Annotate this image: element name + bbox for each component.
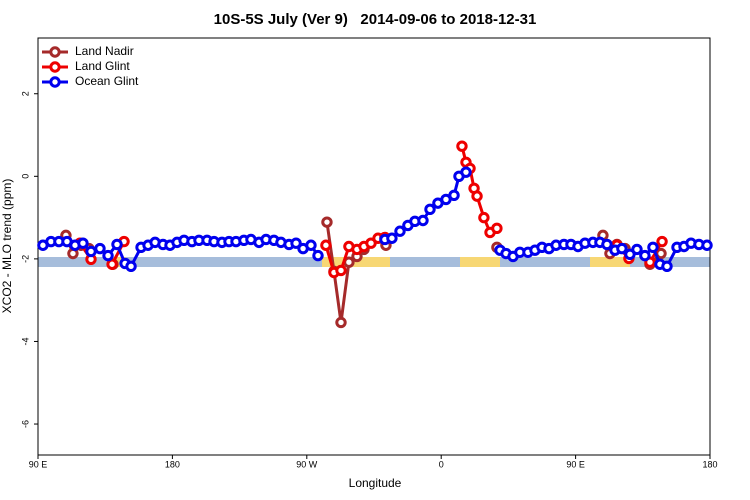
data-point bbox=[85, 245, 97, 258]
x-tick-label: 180 bbox=[165, 459, 180, 469]
data-point bbox=[460, 166, 472, 178]
data-point bbox=[102, 249, 114, 262]
data-point bbox=[386, 232, 398, 244]
data-point bbox=[417, 214, 429, 227]
legend-label: Land Nadir bbox=[75, 44, 134, 58]
data-point bbox=[647, 241, 659, 254]
data-point bbox=[125, 260, 137, 273]
legend-label: Ocean Glint bbox=[75, 74, 139, 88]
data-point bbox=[656, 235, 668, 248]
data-point bbox=[601, 238, 613, 251]
x-tick-label: 90 W bbox=[296, 459, 318, 469]
x-axis-label: Longitude bbox=[349, 476, 402, 490]
legend-marker bbox=[49, 76, 61, 88]
data-point bbox=[312, 249, 324, 262]
data-point bbox=[77, 237, 89, 249]
y-tick-label: 0 bbox=[20, 174, 30, 179]
data-point bbox=[335, 264, 347, 277]
data-point bbox=[94, 242, 106, 255]
data-point bbox=[305, 239, 317, 251]
y-tick-label: -6 bbox=[20, 420, 30, 428]
data-point bbox=[321, 216, 333, 228]
data-point bbox=[290, 237, 302, 249]
x-tick-label: 90 E bbox=[29, 459, 48, 469]
data-point bbox=[631, 243, 643, 256]
legend-marker bbox=[49, 46, 61, 58]
x-tick-label: 0 bbox=[439, 459, 444, 469]
legend-marker bbox=[49, 61, 61, 73]
data-point bbox=[616, 242, 628, 255]
chart-title: 10S-5S July (Ver 9) 2014-09-06 to 2018-1… bbox=[214, 11, 537, 28]
land-band bbox=[590, 257, 630, 267]
data-point bbox=[456, 140, 468, 152]
y-axis-label: XCO2 - MLO trend (ppm) bbox=[0, 179, 14, 314]
y-tick-label: -2 bbox=[20, 255, 30, 263]
data-point bbox=[491, 222, 503, 235]
data-point bbox=[394, 225, 406, 237]
data-point bbox=[111, 238, 123, 251]
land-band bbox=[460, 257, 500, 267]
legend-label: Land Glint bbox=[75, 59, 130, 73]
y-tick-label: 2 bbox=[20, 91, 30, 96]
y-tick-label: -4 bbox=[20, 337, 30, 345]
data-point bbox=[448, 189, 460, 202]
data-point bbox=[335, 316, 347, 329]
x-tick-label: 180 bbox=[702, 459, 717, 469]
data-point bbox=[320, 239, 332, 251]
data-point bbox=[701, 239, 713, 251]
data-point bbox=[639, 249, 651, 262]
data-point bbox=[471, 190, 483, 202]
data-point bbox=[106, 258, 118, 270]
data-point bbox=[424, 203, 436, 216]
data-point bbox=[661, 260, 673, 273]
x-tick-label: 90 E bbox=[566, 459, 585, 469]
data-point bbox=[478, 211, 490, 224]
